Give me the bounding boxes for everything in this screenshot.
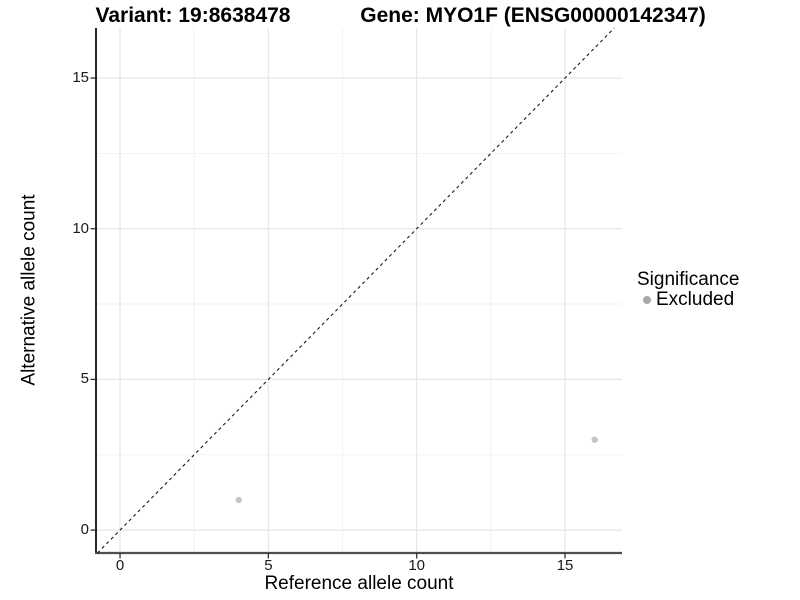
data-point [591, 436, 598, 443]
y-tick-label: 10 [72, 219, 89, 237]
legend-point-icon [643, 296, 651, 304]
y-tick-label: 15 [72, 69, 89, 87]
x-axis-title: Reference allele count [264, 573, 454, 594]
legend: Significance Excluded [637, 269, 739, 310]
x-tick-label: 10 [408, 557, 426, 574]
x-tick-label: 0 [115, 557, 125, 574]
x-tick-label: 5 [264, 557, 273, 574]
y-tick-label: 0 [80, 521, 89, 539]
legend-items: Excluded [637, 290, 739, 310]
plot-title-variant: Variant: 19:8638478 [95, 4, 291, 27]
legend-item-label: Excluded [656, 289, 735, 310]
y-tick-label: 5 [80, 370, 89, 388]
identity-dashed-line [97, 27, 615, 554]
y-axis-title: Alternative allele count [18, 194, 40, 386]
legend-title: Significance [637, 269, 740, 290]
legend-item: Excluded [637, 290, 739, 310]
plot-title-gene: Gene: MYO1F (ENSG00000142347) [360, 4, 706, 27]
x-tick-label: 15 [556, 557, 574, 574]
data-point [235, 496, 242, 504]
